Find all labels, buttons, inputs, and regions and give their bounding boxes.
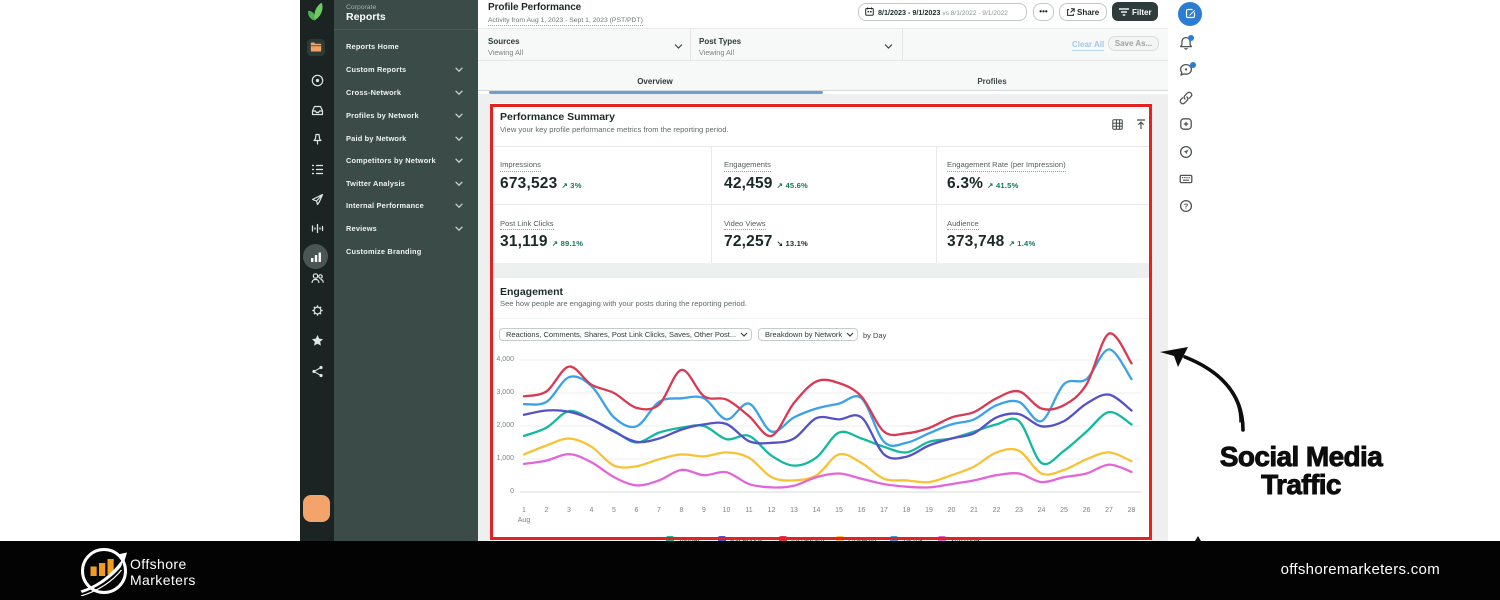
svg-text:?: ?: [1184, 202, 1189, 211]
